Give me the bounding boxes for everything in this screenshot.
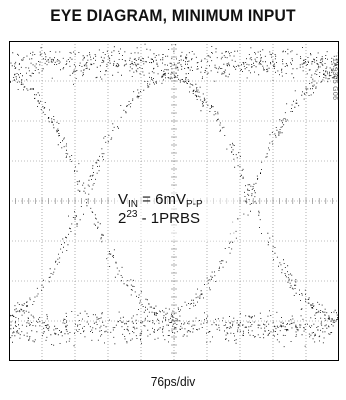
chart-title: EYE DIAGRAM, MINIMUM INPUT bbox=[50, 6, 296, 25]
x-axis-label: 76ps/div bbox=[150, 374, 196, 389]
plot-frame bbox=[9, 41, 339, 361]
eye-diagram-plot: VIN = 6mVP-P 223 - 1PRBS bbox=[9, 41, 339, 361]
figure-code: 1A9305 G06 bbox=[331, 58, 338, 101]
annotation-line-1: VIN = 6mVP-P bbox=[118, 191, 203, 210]
annotation: VIN = 6mVP-P 223 - 1PRBS bbox=[113, 187, 235, 241]
annotation-line-2: 223 - 1PRBS bbox=[118, 209, 200, 227]
